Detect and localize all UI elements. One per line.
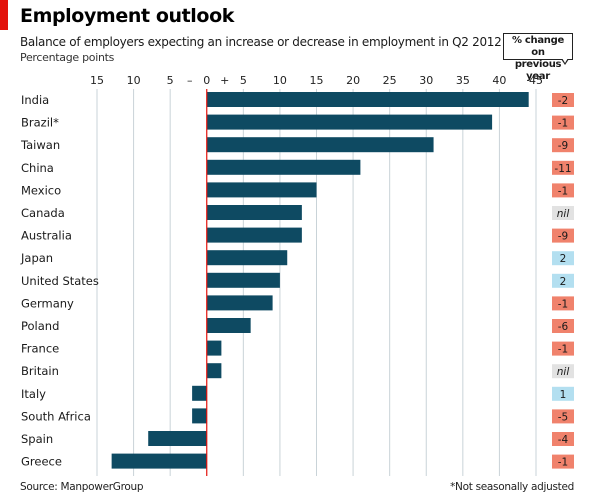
category-label: Taiwan: [20, 138, 60, 152]
change-badge: [552, 319, 574, 333]
change-badge: [552, 273, 574, 288]
bar: [206, 227, 302, 243]
bar: [206, 92, 529, 107]
change-value: -1: [558, 298, 568, 310]
change-header-line2: previous year: [514, 59, 562, 82]
unit-label: Percentage points: [20, 51, 115, 64]
bar: [206, 114, 493, 130]
bar: [111, 453, 207, 469]
category-label: Germany: [21, 296, 74, 310]
bar: [192, 385, 207, 401]
change-badge: [552, 160, 574, 175]
change-badge: [552, 409, 574, 424]
category-label: China: [21, 161, 54, 175]
change-badge: [552, 206, 574, 220]
bar: [206, 363, 222, 379]
change-value: -1: [558, 457, 568, 469]
change-column-header: % change on previous year: [503, 33, 573, 82]
change-value: -1: [558, 118, 568, 130]
change-badge: [552, 386, 574, 401]
x-tick-label: 15: [90, 74, 104, 87]
bar: [206, 182, 317, 198]
x-tick-label: 5: [167, 74, 174, 87]
positive-sign-label: +: [220, 74, 229, 87]
bar: [206, 272, 280, 288]
bar: [206, 340, 222, 356]
change-value: nil: [557, 366, 570, 378]
change-badge: [552, 296, 574, 311]
change-badge: [552, 183, 574, 198]
negative-sign-label: –: [187, 74, 193, 87]
brand-red-tag: [0, 0, 8, 30]
chart-subtitle: Balance of employers expecting an increa…: [20, 35, 502, 49]
x-tick-label: 25: [383, 74, 397, 87]
change-badge: [552, 138, 574, 153]
change-value: -1: [558, 185, 568, 197]
category-label: United States: [21, 274, 99, 288]
footnote: *Not seasonally adjusted: [450, 481, 574, 493]
change-value: -4: [558, 434, 569, 446]
change-badge: [552, 341, 574, 356]
category-label: India: [21, 93, 49, 107]
bar: [206, 250, 288, 266]
x-tick-label: 20: [346, 74, 360, 87]
chart-title: Employment outlook: [20, 5, 234, 27]
x-tick-label: 45: [529, 74, 543, 87]
category-label: South Africa: [21, 409, 91, 423]
x-tick-label: 10: [273, 74, 287, 87]
bar: [206, 137, 434, 153]
x-tick-label: 0: [203, 74, 210, 87]
change-value: -11: [554, 163, 571, 175]
bar: [206, 295, 273, 311]
category-label: Poland: [21, 319, 59, 333]
x-tick-label: 35: [456, 74, 470, 87]
change-value: -1: [558, 344, 568, 356]
bar: [148, 431, 207, 446]
change-badge: [552, 364, 574, 379]
change-badge: [552, 454, 574, 469]
category-label: Australia: [21, 229, 72, 243]
change-value: 2: [560, 253, 567, 265]
change-value: -5: [558, 411, 568, 423]
category-label: Mexico: [21, 183, 61, 197]
change-value: -9: [558, 140, 568, 152]
change-value: -9: [558, 231, 568, 243]
bar-chart: 15 10 5 0 5 10 15 20 25 30 35 40 45 – + India -2 Brazil* -…: [20, 74, 574, 476]
change-badge: [552, 228, 574, 243]
x-tick-label: 5: [240, 74, 247, 87]
change-value: -6: [558, 321, 569, 333]
bar: [206, 318, 251, 333]
category-label: Japan: [20, 251, 53, 265]
change-badge: [552, 432, 574, 446]
change-value: -2: [558, 95, 568, 107]
bar: [206, 159, 361, 175]
change-badge: [552, 115, 574, 130]
category-label: Britain: [21, 364, 59, 378]
change-value: 1: [560, 389, 567, 401]
change-header-line1: % change on: [512, 35, 564, 58]
category-label: Canada: [21, 206, 65, 220]
bar: [206, 205, 302, 220]
change-header-pointer: [561, 58, 569, 65]
category-label: Greece: [21, 455, 62, 469]
change-badge: [552, 251, 574, 266]
category-label: Brazil*: [21, 116, 59, 130]
x-tick-label: 15: [310, 74, 324, 87]
change-value: nil: [557, 208, 570, 220]
category-label: France: [21, 342, 59, 356]
source-note: Source: ManpowerGroup: [20, 481, 144, 493]
x-tick-label: 40: [492, 74, 506, 87]
category-label: Italy: [21, 387, 46, 401]
x-tick-label: 30: [419, 74, 433, 87]
category-label: Spain: [21, 432, 53, 446]
change-badge: [552, 93, 574, 107]
change-value: 2: [560, 276, 567, 288]
bar: [192, 408, 207, 424]
x-tick-label: 10: [127, 74, 141, 87]
